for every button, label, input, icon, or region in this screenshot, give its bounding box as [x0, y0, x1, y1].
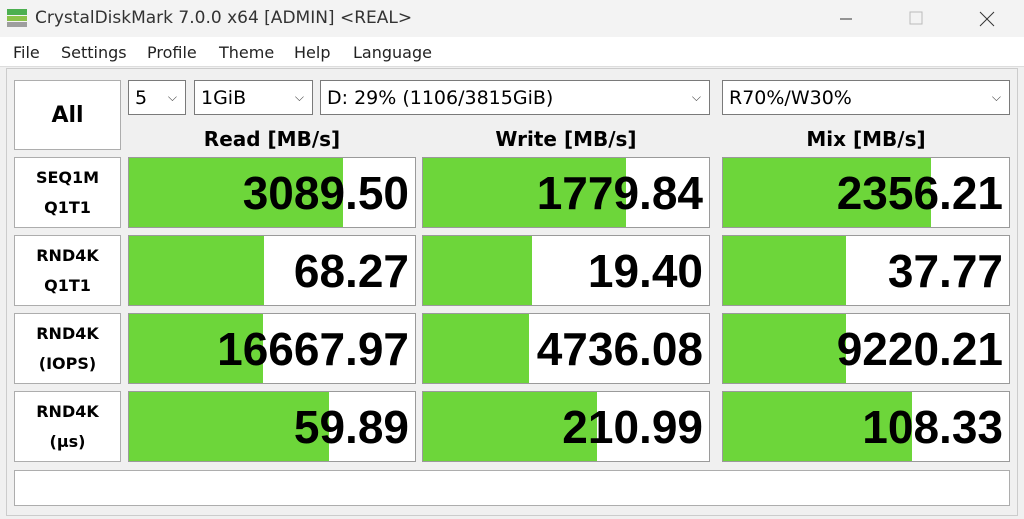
row-label-line: SEQ1M: [35, 167, 100, 187]
meter-bar: [423, 392, 598, 461]
result-value: 108.33: [862, 400, 1003, 453]
result-value: 68.27: [293, 244, 409, 297]
result-value: 3089.50: [242, 166, 409, 219]
meter-bar: [723, 392, 912, 461]
count-select[interactable]: 5: [128, 80, 186, 115]
menu-item[interactable]: File: [13, 43, 40, 62]
app-icon: [7, 9, 27, 27]
result-cell: 9220.21: [722, 313, 1010, 384]
column-header: Mix [MB/s]: [806, 127, 926, 151]
menu-item[interactable]: Settings: [61, 43, 127, 62]
meter-bar: [723, 314, 846, 383]
meter-bar: [423, 236, 533, 305]
result-cell: 210.99: [422, 391, 710, 462]
row-label[interactable]: SEQ1M Q1T1: [14, 157, 121, 228]
result-value: 4736.08: [536, 322, 703, 375]
meter-bar: [129, 314, 264, 383]
menu-item[interactable]: Language: [353, 43, 432, 62]
count: 5: [135, 86, 148, 109]
result-value: 210.99: [562, 400, 703, 453]
size: 1GiB: [201, 86, 247, 109]
result-value: 19.40: [587, 244, 703, 297]
meter-bar: [129, 236, 265, 305]
result-value: 16667.97: [217, 322, 409, 375]
row-label-line: (IOPS): [38, 353, 97, 373]
window-title: CrystalDiskMark 7.0.0 x64 [ADMIN] <REAL>: [35, 8, 413, 28]
drive: D: 29% (1106/3815GiB): [327, 86, 554, 109]
row-label-line: (μs): [49, 431, 86, 451]
all-button[interactable]: All: [14, 80, 121, 150]
result-value: 9220.21: [836, 322, 1003, 375]
row-label-line: RND4K: [36, 245, 99, 265]
window-buttons[interactable]: [840, 10, 1010, 28]
result-cell: 16667.97: [128, 313, 416, 384]
menu-item[interactable]: Profile: [147, 43, 197, 62]
meter-bar: [423, 314, 529, 383]
row-label-line: RND4K: [36, 401, 99, 421]
row-label-line: RND4K: [36, 323, 99, 343]
result-cell: 1779.84: [422, 157, 710, 228]
meter-bar: [129, 392, 330, 461]
result-cell: 108.33: [722, 391, 1010, 462]
result-cell: 59.89: [128, 391, 416, 462]
column-header: Write [MB/s]: [495, 127, 637, 151]
result-cell: 37.77: [722, 235, 1010, 306]
menu-item[interactable]: Theme: [219, 43, 275, 62]
mix: R70%/W30%: [729, 86, 852, 109]
row-label[interactable]: RND4K Q1T1: [14, 235, 121, 306]
meter-bar: [129, 158, 344, 227]
result-value: 37.77: [887, 244, 1003, 297]
row-label-line: Q1T1: [44, 197, 91, 217]
meter-bar: [723, 158, 932, 227]
column-header: Read [MB/s]: [203, 127, 341, 151]
drive-select[interactable]: D: 29% (1106/3815GiB): [320, 80, 710, 115]
meter-bar: [423, 158, 626, 227]
result-value: 2356.21: [836, 166, 1003, 219]
menu-item[interactable]: Help: [294, 43, 331, 62]
row-label-line: Q1T1: [44, 275, 91, 295]
result-cell: 4736.08: [422, 313, 710, 384]
menu-bar: File Settings Profile Theme Help Language: [0, 37, 1024, 67]
result-cell: 2356.21: [722, 157, 1010, 228]
mix-select[interactable]: R70%/W30%: [722, 80, 1010, 115]
row-label[interactable]: RND4K (μs): [14, 391, 121, 462]
result-cell: 19.40: [422, 235, 710, 306]
result-cell: 3089.50: [128, 157, 416, 228]
size-select[interactable]: 1GiB: [194, 80, 313, 115]
row-label[interactable]: RND4K (IOPS): [14, 313, 121, 384]
result-cell: 68.27: [128, 235, 416, 306]
result-value: 1779.84: [536, 166, 703, 219]
result-value: 59.89: [293, 400, 409, 453]
title-bar: CrystalDiskMark 7.0.0 x64 [ADMIN] <REAL>: [0, 0, 1024, 37]
meter-bar: [723, 236, 846, 305]
status-bar: [14, 470, 1010, 506]
